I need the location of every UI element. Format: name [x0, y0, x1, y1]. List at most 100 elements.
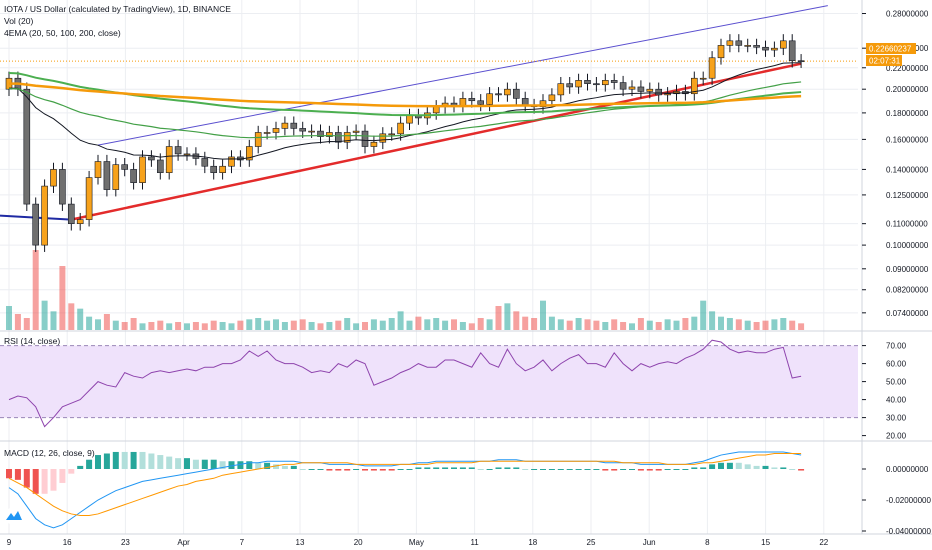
macd-histogram-bar	[415, 467, 422, 469]
macd-histogram-bar	[370, 469, 377, 471]
candle-body	[174, 146, 182, 155]
rsi-line	[8, 339, 802, 428]
candle-body	[263, 132, 271, 134]
volume-bar	[771, 319, 778, 330]
volume-bar	[103, 314, 110, 330]
macd-histogram-bar	[148, 453, 155, 469]
volume-bars	[6, 250, 805, 330]
candle-body	[157, 159, 164, 173]
macd-histogram-bar	[691, 467, 698, 469]
rsi-tick-label: 50.00	[886, 378, 907, 387]
volume-bar	[6, 306, 12, 330]
candle-body	[619, 82, 627, 90]
macd-histogram-bar	[557, 469, 564, 470]
candle-body	[762, 46, 769, 51]
macd-tick-label: 0.00000000	[886, 465, 929, 474]
candle-body	[94, 161, 102, 178]
candle-body	[139, 156, 146, 183]
candle-body	[334, 132, 342, 143]
candle-body	[699, 77, 707, 80]
volume-bar	[14, 314, 21, 330]
macd-histogram-bar	[709, 464, 716, 469]
candle-body	[32, 203, 40, 246]
time-tick-label: 20	[354, 538, 363, 547]
volume-bar	[121, 322, 128, 330]
rsi-band-fill	[0, 345, 858, 418]
candle-body	[477, 100, 485, 105]
candle-body	[601, 80, 609, 86]
macd-histogram-bar	[219, 461, 226, 469]
macd-histogram-bar	[655, 469, 662, 471]
volume-bar	[290, 320, 297, 330]
legend-volume: Vol (20)	[4, 16, 33, 26]
candle-body	[566, 83, 574, 88]
time-tick-label: 23	[121, 538, 130, 547]
volume-bar	[735, 319, 742, 330]
candle-body	[317, 130, 324, 137]
volume-bar	[344, 318, 351, 330]
volume-bar	[709, 311, 716, 330]
time-tick-label: 16	[63, 538, 72, 547]
volume-bar	[201, 323, 208, 330]
macd-histogram-bar	[157, 455, 164, 469]
macd-histogram-bar	[486, 469, 493, 470]
macd-histogram-bar	[762, 465, 769, 469]
macd-histogram-bar	[32, 469, 39, 494]
time-tick-label: 15	[761, 538, 770, 547]
volume-bar	[370, 319, 377, 330]
macd-histogram-bar	[548, 469, 555, 470]
volume-bar	[397, 311, 404, 330]
candle-body	[130, 169, 137, 183]
macd-histogram-bar	[682, 469, 689, 470]
macd-histogram-bar	[477, 469, 484, 470]
candle-body	[281, 122, 289, 129]
candle-body	[628, 86, 636, 90]
candle-body	[228, 156, 235, 167]
time-tick-label: 7	[240, 538, 245, 547]
candle-body	[50, 169, 57, 187]
macd-histogram-bar	[459, 467, 466, 469]
macd-histogram-bar	[308, 469, 315, 470]
volume-bar	[326, 322, 333, 330]
volume-bar	[620, 322, 627, 330]
candle-body	[637, 86, 645, 92]
candle-body	[646, 88, 654, 92]
volume-bar	[41, 300, 48, 330]
rsi-tick-label: 70.00	[886, 342, 907, 351]
volume-bar	[540, 300, 546, 330]
volume-bar	[468, 323, 475, 330]
rsi-tick-label: 60.00	[886, 360, 907, 369]
ema-lines	[8, 62, 802, 160]
volume-bar	[281, 322, 288, 330]
volume-bar	[753, 322, 760, 330]
volume-bar	[637, 318, 644, 330]
candle-body	[610, 80, 618, 83]
macd-histogram-bar	[184, 458, 190, 469]
macd-histogram-bar	[664, 469, 671, 470]
volume-bar	[59, 266, 66, 330]
candle-body	[655, 88, 663, 96]
volume-bar	[718, 316, 724, 330]
candle-body	[290, 122, 298, 129]
macd-histogram-bar	[726, 462, 733, 469]
macd-histogram-bar	[744, 464, 751, 469]
volume-bar	[673, 320, 680, 330]
macd-histogram-bar	[611, 469, 618, 471]
macd-histogram-bar	[798, 469, 805, 471]
macd-histogram-bar	[281, 465, 288, 469]
candle-body	[183, 153, 191, 156]
legend-ema: 4EMA (20, 50, 100, 200, close)	[4, 28, 121, 38]
volume-bar	[646, 320, 653, 330]
macd-histogram-bar	[103, 453, 110, 469]
macd-histogram-bar	[451, 467, 457, 469]
legend-macd: MACD (12, 26, close, 9)	[4, 448, 95, 458]
macd-histogram-bar	[130, 451, 137, 469]
macd-histogram-bar	[522, 469, 529, 470]
volume-bar	[379, 320, 386, 330]
macd-histogram-bar	[388, 469, 395, 471]
macd-histogram-bar	[86, 459, 93, 469]
candle-body	[797, 60, 805, 63]
volume-bar	[415, 316, 422, 330]
macd-histogram-bar	[780, 467, 787, 469]
